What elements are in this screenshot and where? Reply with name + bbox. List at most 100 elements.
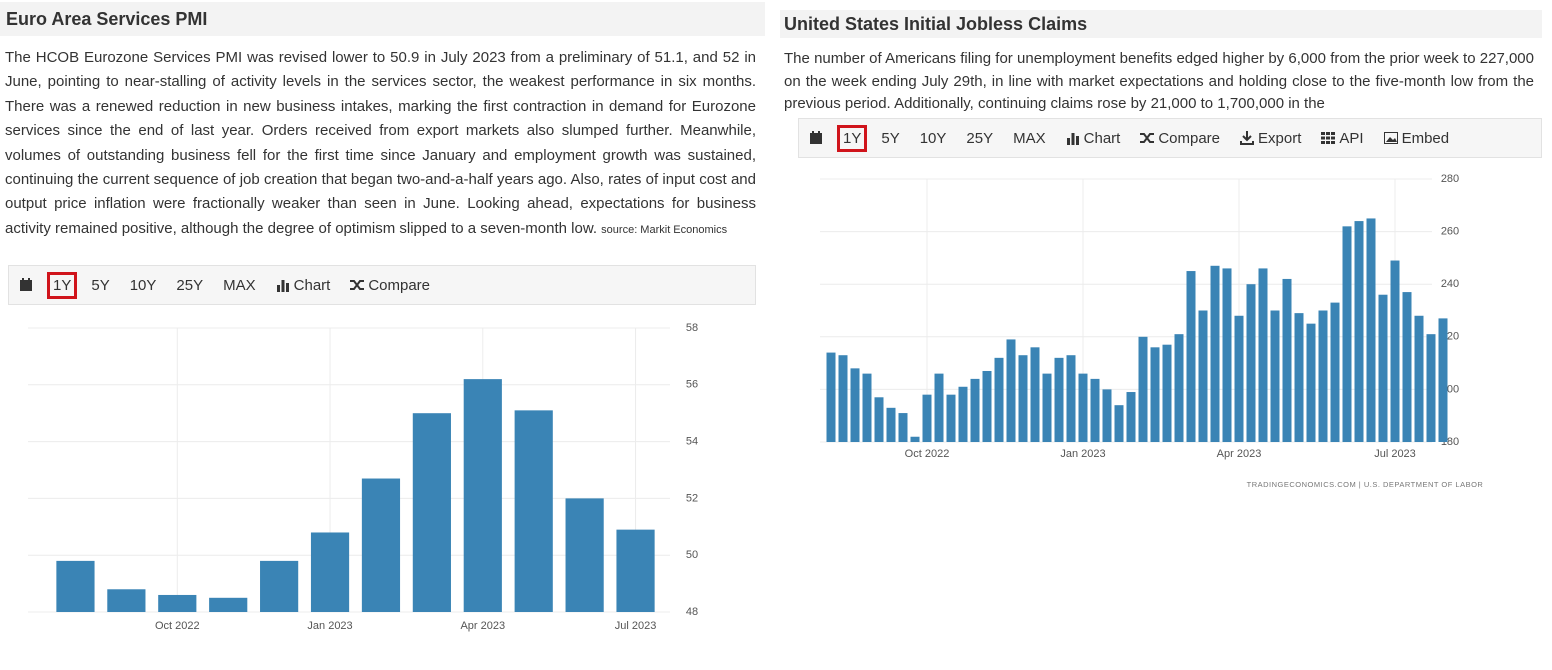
- bar: [1258, 268, 1268, 442]
- range-button[interactable]: 10Y: [129, 276, 157, 294]
- range-button[interactable]: 25Y: [176, 276, 204, 294]
- calendar-icon[interactable]: [809, 131, 823, 145]
- x-tick-label: Jul 2023: [615, 620, 657, 632]
- range-button[interactable]: 5Y: [91, 276, 110, 294]
- bar: [209, 597, 248, 612]
- y-tick-label: 220: [1441, 331, 1459, 343]
- description-text: The HCOB Eurozone Services PMI was revis…: [5, 49, 756, 237]
- bar: [1078, 373, 1088, 442]
- y-tick-label: 52: [686, 492, 698, 504]
- description: The number of Americans filing for unemp…: [784, 50, 1534, 112]
- bar: [826, 352, 836, 442]
- bar: [1270, 310, 1280, 442]
- bar: [1006, 339, 1016, 442]
- bar: [1114, 405, 1124, 442]
- y-tick-label: 280: [1441, 173, 1459, 185]
- bar: [1318, 310, 1328, 442]
- bar: [1066, 355, 1076, 442]
- bar: [862, 373, 872, 442]
- range-button[interactable]: MAX: [223, 276, 256, 294]
- panel-title: Euro Area Services PMI: [0, 2, 765, 36]
- bar: [1090, 378, 1100, 442]
- y-tick-label: 260: [1441, 226, 1459, 238]
- bar: [463, 379, 502, 612]
- bar: [1378, 294, 1388, 442]
- bar: [1366, 218, 1376, 442]
- chart-button[interactable]: Chart: [1066, 129, 1121, 147]
- range-button[interactable]: 25Y: [966, 129, 994, 147]
- chart-button[interactable]: Chart: [276, 276, 331, 294]
- bar: [1126, 392, 1136, 442]
- x-tick-label: Oct 2022: [155, 620, 200, 632]
- y-tick-label: 240: [1441, 278, 1459, 290]
- bar: [1426, 334, 1436, 442]
- bar: [107, 589, 146, 612]
- bar: [1246, 284, 1256, 442]
- bar: [934, 373, 944, 442]
- bar: [898, 413, 908, 442]
- bar: [310, 532, 350, 612]
- bar: [886, 407, 896, 442]
- bar: [910, 436, 920, 442]
- y-tick-label: 180: [1441, 436, 1459, 448]
- source: source: Markit Economics: [601, 223, 728, 236]
- bar: [946, 394, 956, 442]
- bar: [1438, 318, 1448, 442]
- compare-button[interactable]: Compare: [1140, 130, 1220, 147]
- chart-footer: TRADINGECONOMICS.COM | U.S. DEPARTMENT O…: [1247, 480, 1484, 489]
- y-tick-label: 56: [686, 379, 698, 391]
- toolbar: 1Y 5Y 10Y 25Y MAX Chart Compare: [8, 265, 756, 305]
- range-button[interactable]: MAX: [1013, 129, 1046, 147]
- bar: [958, 386, 968, 442]
- range-button[interactable]: 1Y: [47, 271, 78, 299]
- bar: [1342, 226, 1352, 442]
- x-tick-label: Jan 2023: [307, 620, 352, 632]
- panel-title: United States Initial Jobless Claims: [780, 10, 1542, 38]
- y-tick-label: 200: [1441, 383, 1459, 395]
- bar: [1390, 260, 1400, 442]
- embed-button[interactable]: Embed: [1383, 130, 1449, 147]
- y-tick-label: 58: [686, 322, 698, 334]
- bar: [565, 498, 604, 612]
- x-tick-label: Jul 2023: [1374, 448, 1416, 460]
- button-label: API: [1339, 129, 1364, 147]
- bar: [970, 378, 980, 442]
- range-button[interactable]: 10Y: [919, 129, 947, 147]
- bar: [1186, 271, 1196, 442]
- bar: [412, 413, 451, 612]
- bar: [1042, 373, 1052, 442]
- bar: [1174, 334, 1184, 442]
- compare-button[interactable]: Compare: [350, 277, 430, 294]
- range-button[interactable]: 1Y: [837, 124, 868, 152]
- button-label: Compare: [1158, 129, 1221, 147]
- y-tick-label: 48: [686, 606, 698, 618]
- bar: [260, 560, 299, 612]
- bar: [1210, 265, 1220, 442]
- export-button[interactable]: Export: [1240, 130, 1301, 147]
- button-label: Chart: [1083, 129, 1121, 147]
- bar: [514, 410, 553, 612]
- description: The HCOB Eurozone Services PMI was revis…: [5, 46, 756, 242]
- bar: [1054, 357, 1064, 442]
- button-label: Compare: [368, 276, 431, 294]
- bar: [1354, 221, 1364, 442]
- bar: [1018, 355, 1028, 442]
- range-button[interactable]: 5Y: [881, 129, 900, 147]
- y-tick-label: 54: [686, 436, 698, 448]
- bar: [1306, 323, 1316, 442]
- bar: [1150, 347, 1160, 442]
- bar: [1102, 389, 1112, 442]
- button-label: Chart: [293, 276, 331, 294]
- bar: [850, 368, 860, 442]
- bar: [1294, 313, 1304, 442]
- bar: [1234, 315, 1244, 442]
- bar: [874, 397, 884, 442]
- bar: [1402, 292, 1412, 442]
- x-tick-label: Oct 2022: [905, 448, 950, 460]
- bar: [1414, 315, 1424, 442]
- bar: [56, 560, 95, 612]
- calendar-icon[interactable]: [19, 278, 33, 292]
- bar: [994, 357, 1004, 442]
- api-button[interactable]: API: [1321, 129, 1364, 147]
